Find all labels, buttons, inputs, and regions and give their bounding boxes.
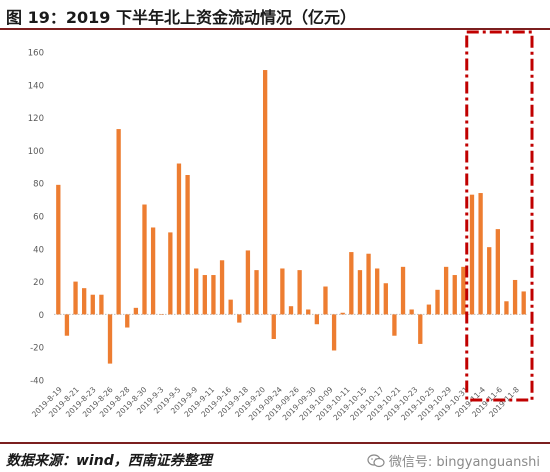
- bar: [262, 70, 268, 315]
- y-tick-label: 160: [28, 49, 44, 59]
- footer: 数据来源：wind，西南证券整理 微信号: bingyanguanshi: [0, 442, 550, 472]
- y-tick-label: 100: [28, 147, 44, 157]
- bar: [159, 314, 164, 315]
- bar: [409, 309, 414, 315]
- bar: [426, 304, 432, 315]
- bar: [366, 253, 371, 315]
- y-tick-label: -20: [30, 344, 44, 354]
- bar: [512, 279, 518, 315]
- bar: [314, 314, 320, 325]
- bar: [271, 314, 276, 339]
- bar: [357, 270, 363, 315]
- bar: [125, 314, 130, 328]
- y-tick-label: 140: [28, 81, 44, 91]
- bar: [168, 232, 173, 315]
- bar: [383, 283, 388, 315]
- y-tick-label: 20: [33, 278, 44, 288]
- y-tick-label: 80: [33, 180, 44, 190]
- bar: [435, 289, 440, 315]
- bar: [392, 314, 397, 336]
- bar: [150, 227, 156, 315]
- figure-title: 图 19：2019 下半年北上资金流动情况（亿元）: [6, 8, 356, 27]
- y-axis-tick-labels: -40 -20 0 20 40 60 80 100 120 140 160: [28, 49, 44, 387]
- bar: [306, 309, 311, 315]
- bar: [254, 270, 259, 315]
- bar: [349, 252, 354, 315]
- y-tick-label: 60: [33, 213, 44, 223]
- bar: [331, 314, 337, 351]
- bar: [142, 204, 147, 315]
- bar: [64, 314, 70, 336]
- bar: [418, 314, 423, 344]
- bar: [90, 294, 95, 315]
- bar: [73, 281, 78, 315]
- bar: [504, 301, 509, 315]
- bar: [211, 275, 216, 315]
- watermark-text: 微信号: bingyanguanshi: [388, 455, 540, 470]
- bar: [452, 275, 457, 315]
- x-axis-tick-labels: 2019-8-192019-8-212019-8-232019-8-262019…: [30, 385, 521, 422]
- bars-group: [56, 70, 526, 364]
- bar: [469, 194, 475, 315]
- bar: [280, 268, 285, 315]
- bar: [99, 294, 104, 315]
- y-tick-label: 120: [28, 114, 44, 124]
- wechat-icon: [367, 453, 385, 467]
- bar: [219, 260, 225, 315]
- bar: [237, 314, 242, 323]
- bar: [297, 270, 302, 315]
- title-bar: 图 19：2019 下半年北上资金流动情况（亿元）: [0, 0, 550, 30]
- bar: [495, 229, 500, 315]
- bar: [487, 247, 492, 315]
- bar: [82, 288, 87, 315]
- bar: [176, 163, 182, 315]
- bar-chart: -40 -20 0 20 40 60 80 100 120 140 160 2019-8-19201…: [28, 30, 534, 422]
- data-source: 数据来源：wind，西南证券整理: [6, 453, 212, 469]
- bar: [323, 286, 328, 315]
- watermark: 微信号: bingyanguanshi: [367, 451, 540, 470]
- bar: [116, 129, 121, 315]
- bar: [185, 175, 190, 315]
- bar: [228, 299, 233, 315]
- bar: [443, 266, 449, 315]
- bar: [288, 306, 294, 315]
- bar: [133, 307, 139, 315]
- bar: [478, 193, 483, 315]
- bar: [400, 266, 406, 315]
- y-tick-label: 40: [33, 245, 44, 255]
- bar: [461, 266, 466, 315]
- highlight-box: [465, 30, 534, 402]
- bar: [107, 314, 113, 364]
- bar: [56, 184, 61, 315]
- bar: [245, 250, 251, 315]
- y-tick-label: -40: [30, 377, 44, 387]
- y-tick-label: 0: [39, 311, 44, 321]
- bar: [375, 268, 380, 315]
- bar: [202, 275, 207, 315]
- bar: [340, 312, 345, 315]
- bar: [194, 268, 199, 315]
- bar: [521, 291, 526, 315]
